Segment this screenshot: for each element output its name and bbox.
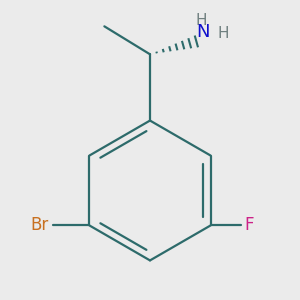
Text: H: H bbox=[196, 13, 207, 28]
Text: H: H bbox=[218, 26, 230, 41]
Text: F: F bbox=[244, 217, 254, 235]
Text: Br: Br bbox=[31, 217, 49, 235]
Text: N: N bbox=[196, 23, 210, 41]
